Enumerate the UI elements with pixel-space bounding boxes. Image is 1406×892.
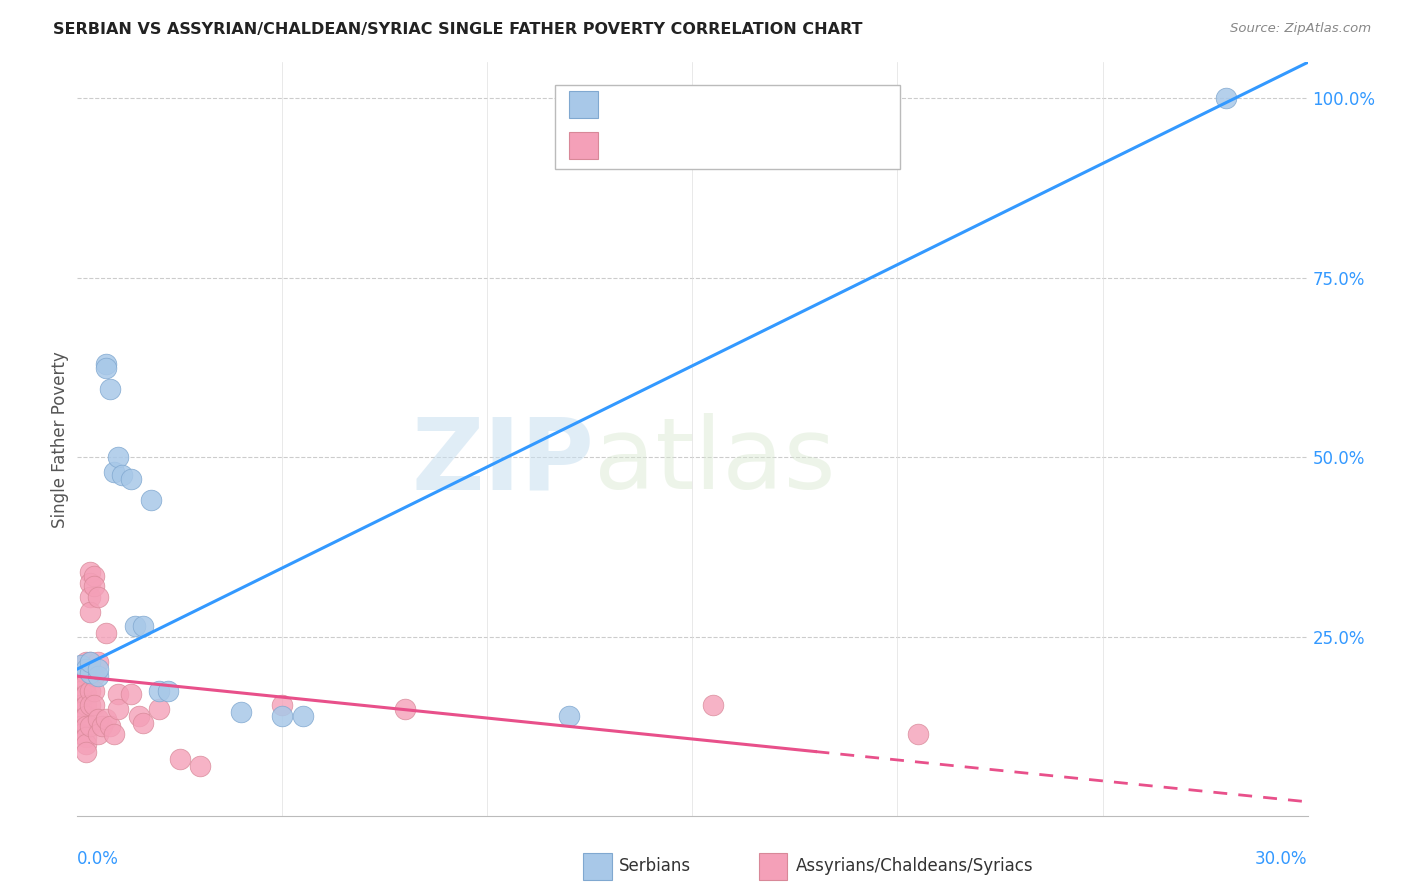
Point: [75, 687, 97, 701]
Text: SERBIAN VS ASSYRIAN/CHALDEAN/SYRIAC SINGLE FATHER POVERTY CORRELATION CHART: SERBIAN VS ASSYRIAN/CHALDEAN/SYRIAC SING…: [53, 22, 863, 37]
Point: [70, 712, 93, 726]
Point: [148, 701, 170, 715]
Point: [75, 719, 97, 733]
Point: [94, 360, 117, 375]
Text: R =  0.676   N = 23: R = 0.676 N = 23: [606, 95, 768, 113]
Point: [124, 619, 146, 633]
Point: [79, 655, 101, 669]
Point: [231, 705, 253, 719]
Point: [107, 687, 129, 701]
Point: [75, 738, 97, 752]
Point: [120, 687, 142, 701]
Text: 30.0%: 30.0%: [1256, 850, 1308, 868]
Point: [79, 565, 101, 579]
Text: R = -0.208   N = 52: R = -0.208 N = 52: [606, 136, 769, 154]
Point: [79, 683, 101, 698]
Point: [83, 579, 105, 593]
Point: [271, 698, 294, 712]
Point: [75, 730, 97, 744]
Point: [132, 619, 155, 633]
Point: [271, 708, 294, 723]
Text: Source: ZipAtlas.com: Source: ZipAtlas.com: [1230, 22, 1371, 36]
Point: [79, 591, 101, 605]
Point: [70, 669, 93, 683]
Point: [87, 712, 110, 726]
Point: [107, 450, 129, 465]
Point: [87, 655, 110, 669]
Point: [83, 683, 105, 698]
Point: [558, 708, 581, 723]
Point: [79, 665, 101, 680]
Point: [75, 676, 97, 690]
Point: [83, 568, 105, 582]
Point: [70, 676, 93, 690]
Point: [79, 605, 101, 619]
Point: [111, 468, 134, 483]
Point: [70, 698, 93, 712]
Point: [94, 626, 117, 640]
Point: [83, 669, 105, 683]
Text: ZIP: ZIP: [411, 413, 595, 510]
Point: [141, 493, 163, 508]
Point: [70, 658, 93, 673]
Point: [87, 669, 110, 683]
Point: [75, 655, 97, 669]
Point: [702, 698, 724, 712]
Point: [94, 712, 117, 726]
Point: [75, 745, 97, 759]
Point: [1215, 91, 1237, 105]
Text: Assyrians/Chaldeans/Syriacs: Assyrians/Chaldeans/Syriacs: [796, 857, 1033, 875]
Point: [70, 726, 93, 740]
Point: [103, 726, 125, 740]
Point: [87, 591, 110, 605]
Point: [103, 465, 125, 479]
Point: [70, 719, 93, 733]
Point: [70, 683, 93, 698]
Point: [120, 472, 142, 486]
Point: [79, 575, 101, 590]
Point: [94, 357, 117, 371]
Point: [70, 705, 93, 719]
Point: [87, 726, 110, 740]
Point: [79, 698, 101, 712]
Y-axis label: Single Father Poverty: Single Father Poverty: [51, 351, 69, 528]
Point: [291, 708, 314, 723]
Point: [188, 759, 212, 773]
Point: [107, 701, 129, 715]
Point: [98, 382, 121, 396]
Point: [75, 708, 97, 723]
Point: [156, 683, 179, 698]
Point: [70, 690, 93, 705]
Point: [75, 665, 97, 680]
Point: [394, 701, 416, 715]
Point: [87, 662, 110, 676]
Point: [169, 752, 191, 766]
Point: [75, 698, 97, 712]
Point: [148, 683, 170, 698]
Point: [79, 719, 101, 733]
Point: [907, 726, 929, 740]
Point: [90, 719, 114, 733]
Point: [98, 719, 121, 733]
Point: [132, 715, 155, 730]
Point: [75, 662, 97, 676]
Text: 0.0%: 0.0%: [77, 850, 120, 868]
Point: [83, 698, 105, 712]
Text: Serbians: Serbians: [619, 857, 690, 875]
Point: [79, 655, 101, 669]
Point: [128, 708, 150, 723]
Text: atlas: atlas: [595, 413, 835, 510]
